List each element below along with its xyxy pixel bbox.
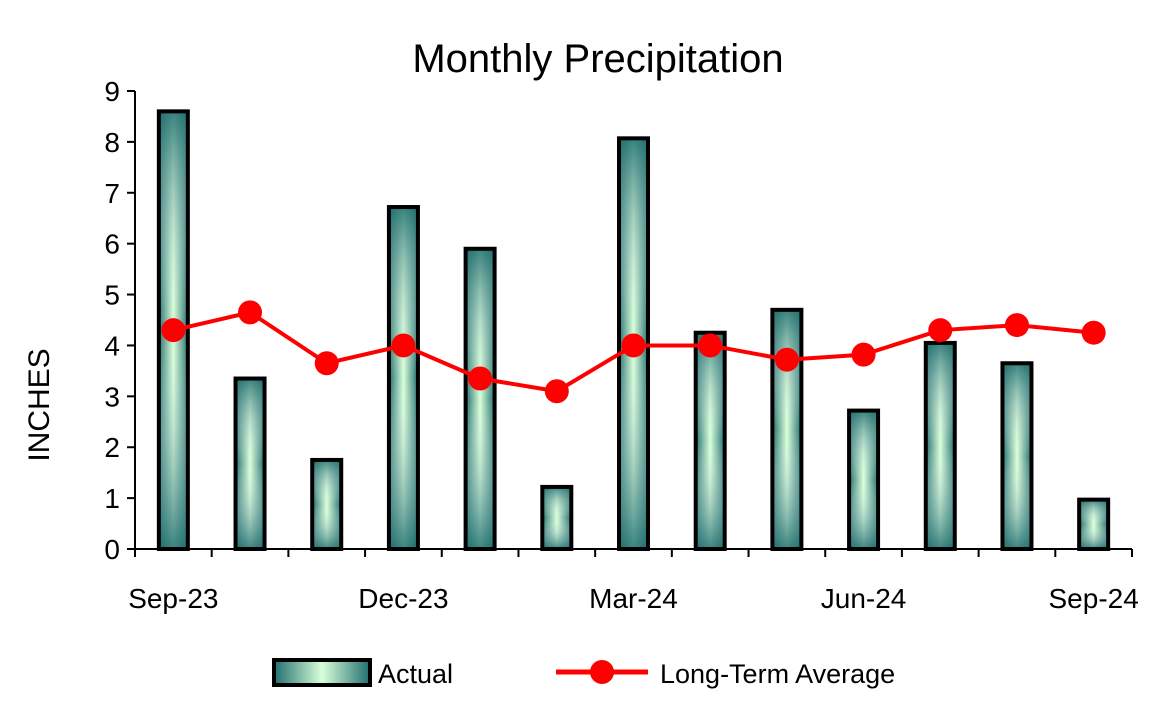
chart-title: Monthly Precipitation [412, 37, 783, 81]
bar-outline [847, 408, 881, 551]
legend-marker-long-term-average [590, 660, 614, 684]
average-point [1004, 313, 1029, 338]
x-tick-label: Dec-23 [358, 583, 448, 614]
average-point [468, 366, 493, 391]
x-tick-label: Sep-23 [128, 583, 218, 614]
y-axis: 0 1 2 3 4 5 6 7 8 9 [104, 76, 136, 565]
y-tick-label: 0 [104, 534, 120, 565]
line-series-long-term-average [161, 300, 1106, 404]
legend: Actual Long-Term Average [272, 658, 895, 689]
average-point [314, 351, 339, 376]
y-tick-label: 2 [104, 432, 120, 463]
average-point [774, 347, 799, 372]
legend-label-actual: Actual [378, 659, 453, 689]
y-tick-label: 9 [104, 76, 120, 107]
x-axis: Sep-23 Dec-23 Mar-24 Jun-24 Sep-24 [128, 548, 1139, 614]
average-point [391, 333, 416, 358]
legend-label-long-term-average: Long-Term Average [660, 659, 895, 689]
average-point [698, 333, 723, 358]
y-tick-label: 3 [104, 381, 120, 412]
legend-item-actual: Actual [272, 658, 453, 689]
average-point [851, 342, 876, 367]
bar-outline [693, 330, 727, 551]
x-tick-label: Jun-24 [821, 583, 907, 614]
average-point [544, 379, 569, 404]
legend-item-long-term-average: Long-Term Average [556, 659, 895, 689]
average-point [928, 318, 953, 343]
y-axis-title: INCHES [23, 348, 56, 461]
bar-outline [386, 205, 420, 551]
y-tick-label: 6 [104, 229, 120, 260]
y-tick-label: 8 [104, 127, 120, 158]
average-point [238, 300, 263, 325]
y-tick-label: 1 [104, 483, 120, 514]
y-tick-label: 5 [104, 280, 120, 311]
y-tick-label: 7 [104, 178, 120, 209]
bar-outline [770, 307, 804, 552]
legend-swatch-actual [272, 658, 372, 687]
bar-outline [1077, 497, 1111, 552]
bar-outline [310, 457, 344, 552]
bar-outline [233, 376, 267, 551]
average-point [161, 318, 186, 343]
average-point [621, 333, 646, 358]
x-tick-label: Sep-24 [1049, 583, 1139, 614]
bar-outline [540, 484, 574, 552]
average-point [1081, 320, 1106, 345]
x-tick-label: Mar-24 [589, 583, 678, 614]
bar-outline [923, 340, 957, 551]
bar-outline [1000, 361, 1034, 551]
y-tick-label: 4 [104, 330, 120, 361]
bar-outline [463, 246, 497, 551]
